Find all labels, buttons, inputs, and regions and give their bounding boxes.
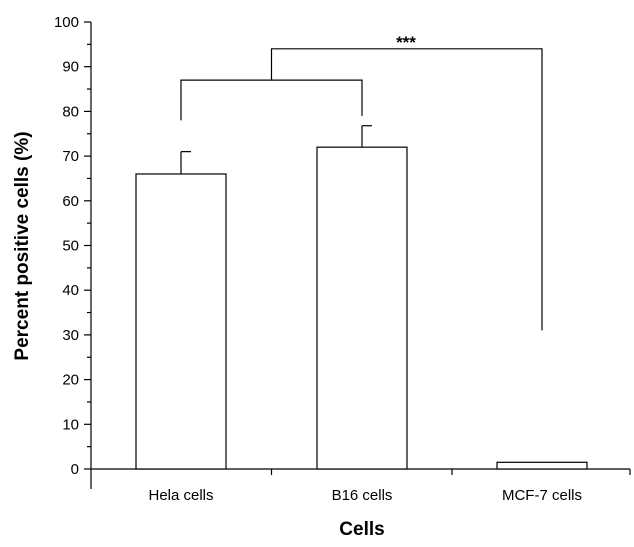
outer-bracket (270, 48, 543, 331)
y-tick-label: 70 (62, 148, 79, 165)
x-tick-label: Hela cells (148, 487, 213, 504)
tick-labels: 0 10 20 30 40 50 60 70 80 90 100 Hela cells B16 cell… (54, 14, 582, 504)
significance-brackets (180, 48, 543, 331)
bar (316, 146, 408, 470)
significance-label: *** (396, 33, 416, 52)
inner-bracket (180, 79, 363, 121)
y-tick-label: 100 (54, 14, 79, 31)
y-tick-label: 80 (62, 103, 79, 120)
y-tick-label: 90 (62, 59, 79, 76)
x-tick-label: MCF-7 cells (502, 487, 582, 504)
y-tick-label: 50 (62, 238, 79, 255)
bar (496, 461, 588, 470)
y-tick-label: 10 (62, 416, 79, 433)
error-bars (180, 125, 372, 174)
x-tick-label: B16 cells (332, 487, 393, 504)
y-axis-title: Percent positive cells (%) (12, 131, 33, 360)
bar (135, 173, 227, 470)
x-axis-title: Cells (339, 519, 384, 540)
y-tick-label: 60 (62, 193, 79, 210)
y-tick-label: 30 (62, 327, 79, 344)
y-tick-label: 0 (71, 461, 79, 478)
bars (135, 146, 588, 470)
y-tick-label: 20 (62, 372, 79, 389)
y-tick-label: 40 (62, 282, 79, 299)
